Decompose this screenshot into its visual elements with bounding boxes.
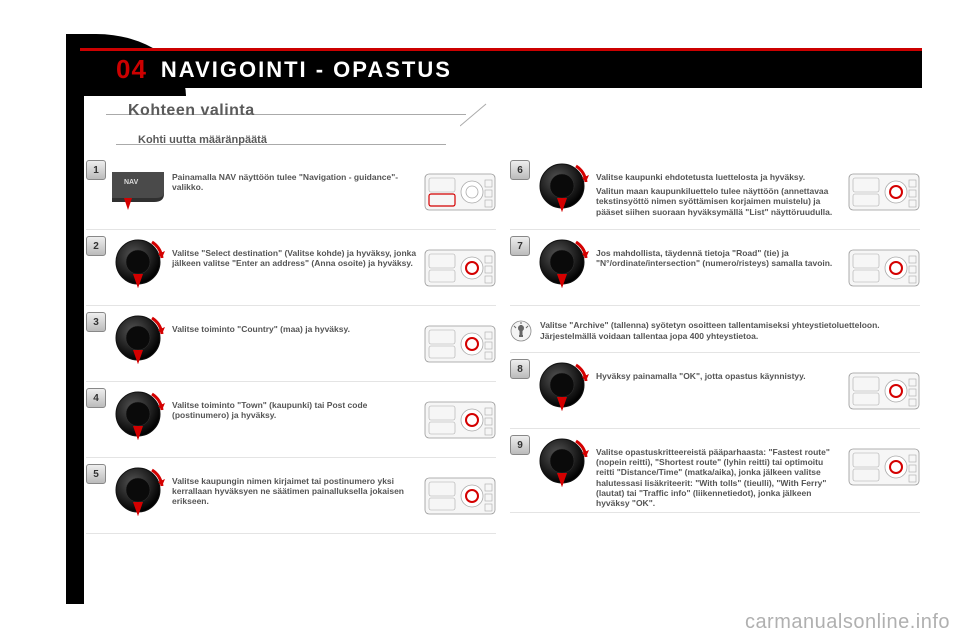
- rotary-dial-icon: [534, 160, 590, 216]
- step-number-badge: 8: [510, 359, 530, 379]
- svg-text:NAV: NAV: [124, 179, 139, 186]
- content-columns: 1 NAV Painamalla NAV näyttöön tulee "Nav…: [86, 160, 920, 534]
- subtitle-diag-line: [460, 102, 488, 128]
- rotary-dial-icon: [110, 312, 166, 368]
- rotary-dial-icon: [534, 236, 590, 292]
- step-number-badge: 7: [510, 236, 530, 256]
- lightbulb-icon: [510, 320, 532, 342]
- control-panel-icon: [424, 244, 496, 292]
- control-panel-icon: [424, 396, 496, 444]
- control-panel-icon: [424, 168, 496, 216]
- step-number-badge: 4: [86, 388, 106, 408]
- left-column: 1 NAV Painamalla NAV näyttöön tulee "Nav…: [86, 160, 496, 534]
- control-panel-icon: [424, 320, 496, 368]
- step-number-badge: 2: [86, 236, 106, 256]
- step-number-badge: 5: [86, 464, 106, 484]
- watermark-text: carmanualsonline.info: [745, 611, 950, 634]
- chapter-number: 04: [116, 54, 147, 85]
- section-subtitle-wrap: Kohteen valinta: [128, 102, 255, 120]
- step-text: Valitse kaupungin nimen kirjaimet tai po…: [172, 464, 424, 507]
- instruction-step: 1 NAV Painamalla NAV näyttöön tulee "Nav…: [86, 160, 496, 230]
- tip-row: Valitse "Archive" (tallenna) syötetyn os…: [510, 312, 920, 353]
- chapter-header: 04 NAVIGOINTI - OPASTUS: [80, 48, 922, 88]
- control-panel-icon: [848, 244, 920, 292]
- step-text: Valitse "Select destination" (Valitse ko…: [172, 236, 424, 268]
- control-panel-icon: [424, 472, 496, 520]
- control-panel-icon: [848, 367, 920, 415]
- step-number-badge: 9: [510, 435, 530, 455]
- step-text: Jos mahdollista, täydennä tietoja "Road"…: [596, 236, 848, 268]
- step-text: Valitse kaupunki ehdotetusta luettelosta…: [596, 160, 848, 217]
- right-column: 6 Valitse kaupunki ehdotetusta luettelos…: [510, 160, 920, 534]
- section-subtitle2: Kohti uutta määränpäätä: [138, 134, 267, 146]
- nav-button-icon: NAV: [110, 168, 166, 210]
- rotary-dial-icon: [534, 359, 590, 415]
- instruction-step: 9 Valitse opastuskritteereistä pääparhaa…: [510, 435, 920, 513]
- instruction-step: 4 Valitse toiminto "Town" (kaupunki) tai…: [86, 388, 496, 458]
- control-panel-icon: [848, 168, 920, 216]
- step-text: Valitse opastuskritteereistä pääparhaast…: [596, 435, 848, 508]
- step-text: Hyväksy painamalla "OK", jotta opastus k…: [596, 359, 848, 381]
- step-number-badge: 1: [86, 160, 106, 180]
- step-number-badge: 3: [86, 312, 106, 332]
- step-text: Valitse toiminto "Town" (kaupunki) tai P…: [172, 388, 424, 420]
- rotary-dial-icon: [110, 464, 166, 520]
- section-subtitle: Kohteen valinta: [128, 102, 255, 120]
- instruction-step: 3 Valitse toiminto "Country" (maa) ja hy…: [86, 312, 496, 382]
- instruction-step: 8 Hyväksy painamalla "OK", jotta opastus…: [510, 359, 920, 429]
- rotary-dial-icon: [110, 236, 166, 292]
- step-text: Valitse toiminto "Country" (maa) ja hyvä…: [172, 312, 424, 334]
- rotary-dial-icon: [534, 435, 590, 491]
- instruction-step: 2 Valitse "Select destination" (Valitse …: [86, 236, 496, 306]
- section-subtitle2-wrap: Kohti uutta määränpäätä: [138, 134, 267, 146]
- step-text: Painamalla NAV näyttöön tulee "Navigatio…: [172, 160, 424, 192]
- chapter-title: NAVIGOINTI - OPASTUS: [161, 57, 452, 83]
- page-black-spine: [66, 34, 84, 604]
- tip-text: Valitse "Archive" (tallenna) syötetyn os…: [540, 320, 880, 342]
- rotary-dial-icon: [110, 388, 166, 444]
- instruction-step: 6 Valitse kaupunki ehdotetusta luettelos…: [510, 160, 920, 230]
- control-panel-icon: [848, 443, 920, 491]
- instruction-step: 7 Jos mahdollista, täydennä tietoja "Roa…: [510, 236, 920, 306]
- instruction-step: 5 Valitse kaupungin nimen kirjaimet tai …: [86, 464, 496, 534]
- step-number-badge: 6: [510, 160, 530, 180]
